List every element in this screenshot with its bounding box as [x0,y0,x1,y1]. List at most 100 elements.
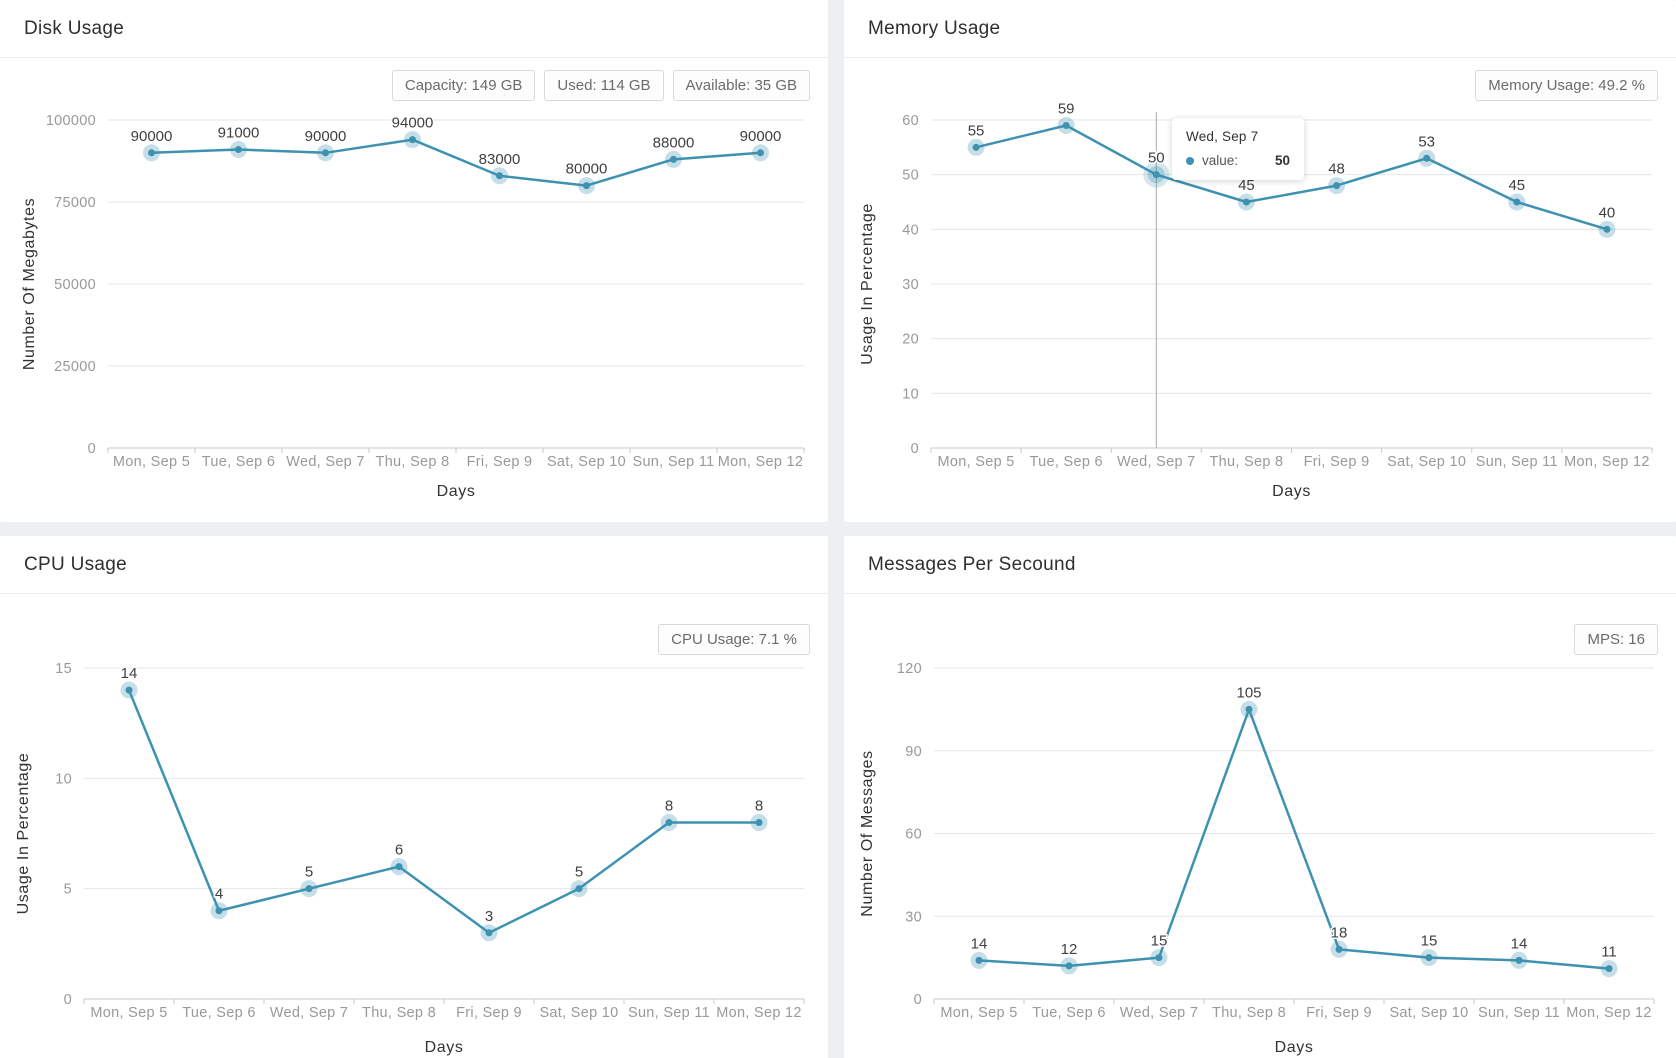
svg-text:60: 60 [902,113,919,129]
svg-text:94000: 94000 [392,115,434,132]
svg-text:5: 5 [575,864,583,881]
svg-text:75000: 75000 [54,195,96,211]
svg-text:Wed, Sep 7: Wed, Sep 7 [1120,1005,1199,1021]
svg-text:14: 14 [1511,935,1528,952]
svg-text:120: 120 [897,661,922,677]
card-body: CPU Usage: 7.1 % 0 5 10 15 14 4 5 6 3 5 8 8 Mon, Sep… [0,594,828,1058]
svg-text:Days: Days [1272,483,1311,500]
svg-text:53: 53 [1418,133,1435,150]
card-title-messages-per-second: Messages Per Secound [868,553,1076,575]
svg-text:Thu, Sep 8: Thu, Sep 8 [1209,454,1283,470]
svg-text:Sun, Sep 11: Sun, Sep 11 [1476,454,1558,470]
svg-text:Mon, Sep 12: Mon, Sep 12 [718,454,804,470]
svg-text:6: 6 [395,842,403,859]
svg-text:90000: 90000 [740,128,782,145]
card-title-disk-usage: Disk Usage [24,17,125,39]
card-header: Disk Usage [0,0,828,58]
svg-text:30: 30 [902,277,919,293]
svg-text:90000: 90000 [305,128,347,145]
svg-text:50: 50 [902,168,919,184]
svg-text:14: 14 [121,665,138,682]
svg-text:3: 3 [485,908,493,925]
stat-badges: CPU Usage: 7.1 % [658,624,810,655]
svg-text:Sat, Sep 10: Sat, Sep 10 [1389,1005,1468,1021]
svg-text:11: 11 [1601,944,1617,961]
svg-text:Mon, Sep 5: Mon, Sep 5 [940,1005,1017,1021]
disk-usage-card: Disk Usage Capacity: 149 GB Used: 114 GB A… [0,0,828,522]
svg-text:4: 4 [215,886,223,903]
svg-text:10: 10 [55,771,72,787]
tooltip-date: Wed, Sep 7 [1186,129,1259,144]
stat-badge: CPU Usage: 7.1 % [658,624,810,655]
svg-text:50: 50 [1148,150,1165,167]
svg-text:100000: 100000 [46,113,96,129]
stat-badge: Capacity: 149 GB [391,70,536,101]
stat-badge: Available: 35 GB [672,70,810,101]
svg-text:5: 5 [305,864,313,881]
svg-text:Usage In Percentage: Usage In Percentage [15,753,32,915]
svg-text:45: 45 [1238,177,1255,194]
svg-text:40: 40 [1599,204,1616,221]
svg-text:15: 15 [1151,933,1168,950]
svg-text:Mon, Sep 5: Mon, Sep 5 [937,454,1014,470]
svg-text:30: 30 [905,909,922,925]
svg-text:105: 105 [1236,684,1261,701]
svg-text:0: 0 [64,992,72,1008]
memory-usage-line-chart[interactable]: 0 10 20 30 40 50 60 55 59 50 45 48 53 45 40 Mon, Sep 5 T… [844,58,1676,522]
card-header: CPU Usage [0,536,828,594]
svg-text:90000: 90000 [131,128,173,145]
svg-text:Days: Days [1275,1039,1314,1056]
card-body: Memory Usage: 49.2 % 0 10 20 30 40 50 60 55 59 50… [844,58,1676,522]
svg-text:Sun, Sep 11: Sun, Sep 11 [632,454,714,470]
card-header: Memory Usage [844,0,1676,58]
card-body: MPS: 16 0 30 60 90 120 14 12 15 105 18 15 14 11 Mon, … [844,594,1676,1058]
disk-usage-line-chart[interactable]: 0 25000 50000 75000 100000 90000 91000 90000 940… [0,58,828,522]
svg-text:15: 15 [1421,933,1438,950]
svg-text:Thu, Sep 8: Thu, Sep 8 [376,454,450,470]
svg-text:Number Of Messages: Number Of Messages [859,750,876,916]
messages-per-second-card: Messages Per Secound MPS: 16 0 30 60 90 120 1… [844,536,1676,1058]
stat-badges: MPS: 16 [1574,624,1658,655]
svg-text:Fri, Sep 9: Fri, Sep 9 [467,454,533,470]
svg-text:Sun, Sep 11: Sun, Sep 11 [1478,1005,1560,1021]
series-marker-icon [1186,156,1194,165]
svg-text:Sat, Sep 10: Sat, Sep 10 [539,1005,618,1021]
card-title-cpu-usage: CPU Usage [24,553,128,575]
svg-text:83000: 83000 [479,151,521,168]
svg-text:Thu, Sep 8: Thu, Sep 8 [362,1005,436,1021]
svg-text:Tue, Sep 6: Tue, Sep 6 [202,454,275,470]
svg-text:48: 48 [1328,161,1345,178]
svg-text:15: 15 [55,661,72,677]
svg-text:0: 0 [88,441,96,457]
svg-text:Thu, Sep 8: Thu, Sep 8 [1212,1005,1286,1021]
svg-text:Mon, Sep 12: Mon, Sep 12 [1566,1005,1652,1021]
svg-text:25000: 25000 [54,359,96,375]
svg-text:Tue, Sep 6: Tue, Sep 6 [1032,1005,1105,1021]
svg-text:10: 10 [902,386,919,402]
svg-text:Mon, Sep 5: Mon, Sep 5 [90,1005,167,1021]
svg-text:0: 0 [911,441,919,457]
memory-usage-card: Memory Usage Memory Usage: 49.2 % 0 10 20 3… [844,0,1676,522]
svg-text:45: 45 [1508,177,1525,194]
svg-text:Mon, Sep 12: Mon, Sep 12 [1564,454,1650,470]
svg-text:Sat, Sep 10: Sat, Sep 10 [1387,454,1466,470]
svg-text:Sun, Sep 11: Sun, Sep 11 [628,1005,710,1021]
svg-text:Number Of Megabytes: Number Of Megabytes [21,198,38,370]
svg-text:Usage In Percentage: Usage In Percentage [859,203,876,365]
svg-text:50000: 50000 [54,277,96,293]
svg-text:8: 8 [755,797,763,814]
messages-per-second-line-chart[interactable]: 0 30 60 90 120 14 12 15 105 18 15 14 11 Mon, Sep 5 Tue… [844,594,1676,1058]
svg-text:Days: Days [437,483,476,500]
stat-badges: Capacity: 149 GB Used: 114 GB Available: 3… [391,70,810,101]
svg-text:55: 55 [968,122,985,139]
cpu-usage-line-chart[interactable]: 0 5 10 15 14 4 5 6 3 5 8 8 Mon, Sep 5 Tue, Sep 6 Wed, … [0,594,828,1058]
svg-text:12: 12 [1061,941,1078,958]
svg-text:90: 90 [905,744,922,760]
svg-text:Wed, Sep 7: Wed, Sep 7 [1117,454,1196,470]
svg-text:Fri, Sep 9: Fri, Sep 9 [1304,454,1370,470]
card-body: Capacity: 149 GB Used: 114 GB Available: 3… [0,58,828,522]
svg-text:Sat, Sep 10: Sat, Sep 10 [547,454,626,470]
svg-text:60: 60 [905,827,922,843]
chart-tooltip: Wed, Sep 7 value: 50 [1172,118,1304,180]
stat-badge: Used: 114 GB [544,70,664,101]
